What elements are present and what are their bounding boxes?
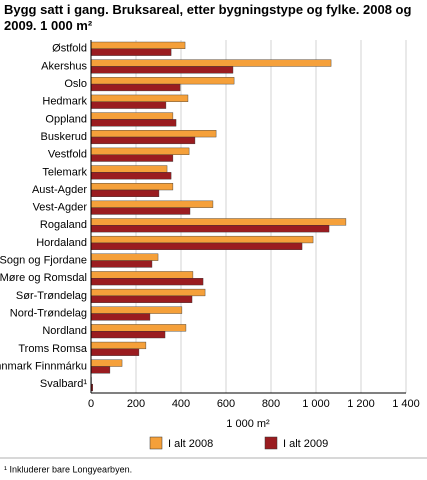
footnote: ¹ Inkluderer bare Longyearbyen. <box>4 464 132 474</box>
bar <box>90 165 168 173</box>
bar <box>90 366 111 374</box>
bar <box>90 200 214 208</box>
legend-label: I alt 2008 <box>168 438 213 450</box>
bar <box>90 66 234 74</box>
bar <box>90 154 174 162</box>
bar <box>90 260 153 268</box>
bar <box>90 77 235 85</box>
bar <box>90 341 147 350</box>
y-tick-label: Rogaland <box>40 219 87 231</box>
bar <box>90 278 204 286</box>
bar <box>90 94 189 102</box>
y-tick-label: Nord-Trøndelag <box>10 307 87 319</box>
bar <box>90 242 303 250</box>
bar <box>90 235 314 244</box>
bar <box>90 83 181 92</box>
bar <box>90 119 177 127</box>
y-tick-label: Aust-Agder <box>32 184 87 196</box>
y-tick-label: Sogn og Fjordane <box>0 255 87 267</box>
y-tick-label: Buskerud <box>41 131 87 143</box>
y-tick-label: Hordaland <box>36 237 87 249</box>
y-tick-label: Vestfold <box>48 149 87 161</box>
y-tick-label: Svalbard¹ <box>40 378 87 390</box>
bar <box>90 59 332 67</box>
bar <box>90 348 140 356</box>
y-tick-label: Finnmark Finnmárku <box>0 360 87 372</box>
y-tick-label: Akershus <box>41 60 87 72</box>
bar <box>90 225 330 233</box>
bar <box>90 101 167 109</box>
x-tick-label: 400 <box>172 398 190 410</box>
y-tick-label: Østfold <box>52 43 87 55</box>
y-tick-label: Oslo <box>64 78 87 90</box>
bar <box>90 207 191 215</box>
y-tick-label: Telemark <box>42 166 87 178</box>
y-tick-label: Møre og Romsdal <box>0 272 87 284</box>
x-tick-label: 600 <box>217 398 235 410</box>
bar <box>90 48 172 56</box>
bar <box>90 306 183 314</box>
y-tick-label: Sør-Trøndelag <box>16 290 87 302</box>
bar <box>90 331 166 339</box>
x-tick-label: 1 400 <box>392 398 420 410</box>
x-axis-label: 1 000 m² <box>226 418 270 430</box>
y-tick-label: Hedmark <box>42 96 87 108</box>
bar <box>90 41 186 50</box>
x-tick-label: 0 <box>88 398 94 410</box>
bar <box>90 130 217 138</box>
bar <box>90 324 187 332</box>
bar <box>90 288 206 297</box>
y-tick-label: Nordland <box>42 325 87 337</box>
y-tick-label: Oppland <box>45 113 87 125</box>
bar <box>90 112 174 120</box>
bar <box>90 313 151 321</box>
chart-title: Bygg satt i gang. Bruksareal, etter bygn… <box>4 2 412 33</box>
x-tick-label: 1 000 <box>302 398 330 410</box>
x-tick-label: 1 200 <box>347 398 375 410</box>
bar <box>90 271 194 279</box>
bar <box>90 147 190 155</box>
y-tick-label: Troms Romsa <box>18 343 88 355</box>
bar <box>90 182 174 191</box>
legend-swatch <box>149 436 163 450</box>
bar <box>90 172 172 180</box>
legend-swatch <box>264 436 278 450</box>
bar <box>90 189 160 198</box>
x-tick-label: 800 <box>262 398 280 410</box>
bar <box>90 359 123 367</box>
bar <box>90 136 196 145</box>
bar <box>90 218 347 226</box>
bar <box>90 253 159 261</box>
bar <box>90 295 193 303</box>
x-tick-label: 200 <box>127 398 145 410</box>
y-tick-label: Vest-Agder <box>33 202 88 214</box>
legend-label: I alt 2009 <box>283 438 328 450</box>
